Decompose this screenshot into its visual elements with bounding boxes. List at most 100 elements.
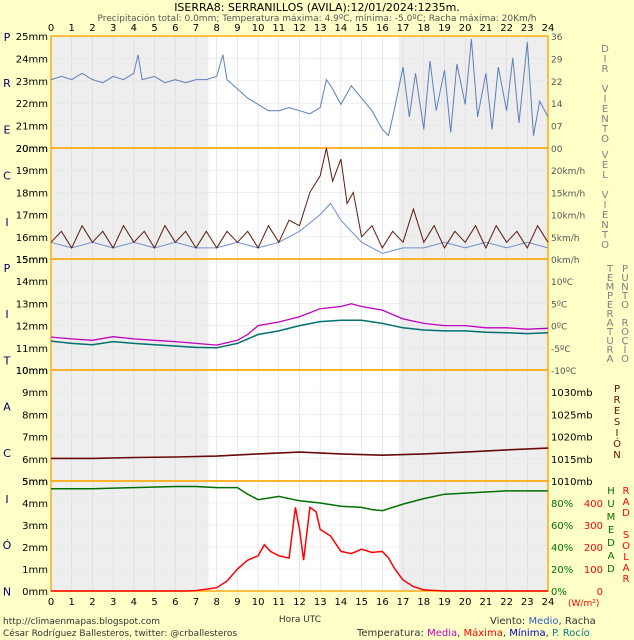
right-label-humedad: A bbox=[608, 551, 615, 562]
hour-tick-top: 11 bbox=[272, 23, 285, 34]
pressure-line bbox=[51, 447, 549, 460]
left-side-letter: I bbox=[5, 216, 8, 229]
radiation-tick-label: 0 bbox=[597, 587, 603, 598]
right-tick-label: 1025mb bbox=[551, 410, 593, 421]
left-tick-label: 19mm bbox=[16, 166, 48, 177]
right-label-presion: N bbox=[613, 450, 620, 461]
humidity-tick-label: 20% bbox=[551, 565, 573, 576]
left-tick-label: 15mm bbox=[16, 255, 48, 266]
right-label-vel-viento: V bbox=[602, 150, 609, 161]
hour-tick-top: 18 bbox=[417, 23, 430, 34]
right-label-rad-solar: A bbox=[623, 563, 630, 574]
right-label-vel-viento: O bbox=[601, 240, 609, 251]
left-side-letter: C bbox=[3, 170, 11, 183]
left-tick-label: 18mm bbox=[16, 188, 48, 199]
hour-tick-bottom: 16 bbox=[376, 597, 389, 608]
right-label-temperatura: E bbox=[607, 273, 613, 284]
hour-tick-bottom: 22 bbox=[500, 597, 513, 608]
left-tick-label: 10mm bbox=[16, 366, 48, 377]
right-tick-label: 0km/h bbox=[551, 256, 579, 266]
hour-tick-top: 22 bbox=[500, 23, 513, 34]
hour-tick-bottom: 1 bbox=[69, 597, 75, 608]
chart-subtitle: Precipitación total: 0.0mm; Temperatura … bbox=[97, 13, 536, 24]
right-tick-label: 36 bbox=[551, 33, 563, 43]
left-tick-label: 22mm bbox=[16, 99, 48, 110]
right-label-dir-viento: N bbox=[601, 114, 608, 125]
hour-tick-bottom: 3 bbox=[110, 597, 116, 608]
right-tick-label: 10ºC bbox=[551, 278, 573, 288]
hour-tick-top: 5 bbox=[151, 23, 157, 34]
right-label-vel-viento: I bbox=[604, 200, 607, 211]
right-label-humedad: H bbox=[607, 486, 615, 497]
right-label-rad-solar: R bbox=[623, 486, 630, 497]
hour-tick-bottom: 17 bbox=[397, 597, 410, 608]
left-tick-label: 24mm bbox=[16, 54, 48, 65]
hour-tick-top: 1 bbox=[69, 23, 75, 34]
left-tick-label: 17mm bbox=[16, 211, 48, 222]
right-label-temperatura: T bbox=[606, 264, 614, 275]
legend-entry: , bbox=[457, 628, 463, 639]
wind-mean-line bbox=[50, 202, 549, 254]
hour-tick-top: 7 bbox=[193, 23, 199, 34]
hour-tick-top: 23 bbox=[521, 23, 534, 34]
right-tick-label: 29 bbox=[551, 55, 563, 65]
left-tick-label: 0mm bbox=[22, 587, 48, 598]
humidity-tick-label: 80% bbox=[551, 499, 573, 510]
left-side-letter: R bbox=[3, 77, 11, 90]
left-tick-label: 5mm bbox=[22, 477, 48, 488]
right-label-rad-solar: L bbox=[623, 552, 629, 563]
hour-tick-bottom: 2 bbox=[89, 597, 95, 608]
right-label-dir-viento: O bbox=[601, 134, 609, 145]
wind-gust-line bbox=[50, 147, 549, 250]
right-label-punto-rocio: C bbox=[622, 336, 629, 347]
right-label-punto-rocio: T bbox=[621, 291, 629, 302]
footer-author: César Rodríguez Ballesteros, twitter: @c… bbox=[3, 628, 237, 639]
right-tick-label: 07 bbox=[551, 123, 562, 133]
hour-tick-top: 10 bbox=[252, 23, 265, 34]
left-tick-label: 3mm bbox=[22, 521, 48, 532]
right-label-temperatura: A bbox=[607, 354, 614, 365]
right-label-dir-viento: D bbox=[601, 44, 609, 55]
radiation-tick-label: 200 bbox=[584, 543, 603, 554]
left-tick-label: 21mm bbox=[16, 122, 48, 133]
footer-url: http://climaenmapas.blogspot.com bbox=[3, 617, 160, 627]
right-label-punto-rocio: Í bbox=[624, 343, 627, 356]
left-tick-label: 20mm bbox=[16, 144, 48, 155]
right-label-dir-viento: R bbox=[602, 64, 609, 75]
legend-entry: , bbox=[559, 616, 565, 627]
right-label-punto-rocio: N bbox=[621, 282, 628, 293]
right-label-dir-viento: E bbox=[602, 104, 608, 115]
left-side-letter: N bbox=[3, 585, 11, 598]
hour-tick-top: 9 bbox=[234, 23, 240, 34]
hour-tick-top: 16 bbox=[376, 23, 389, 34]
right-tick-label: 5km/h bbox=[551, 234, 579, 244]
right-label-vel-viento: E bbox=[602, 210, 608, 221]
right-tick-label: 00 bbox=[551, 145, 563, 155]
hour-tick-top: 2 bbox=[89, 23, 95, 34]
right-tick-label: 22 bbox=[551, 78, 562, 88]
legend-entry: Temperatura: bbox=[356, 628, 427, 639]
left-tick-label: 15mm bbox=[16, 255, 48, 266]
hour-tick-bottom: 8 bbox=[213, 597, 219, 608]
left-tick-label: 13mm bbox=[16, 299, 48, 310]
humidity-tick-label: 0% bbox=[551, 587, 567, 598]
right-label-presion: E bbox=[614, 406, 620, 417]
right-tick-label: 14 bbox=[551, 100, 563, 110]
right-label-punto-rocio: U bbox=[621, 273, 628, 284]
hour-tick-bottom: 6 bbox=[172, 597, 178, 608]
legend-entry: , bbox=[503, 628, 509, 639]
right-tick-label: 20km/h bbox=[551, 167, 585, 177]
temp-mean-line bbox=[50, 319, 549, 349]
right-label-rad-solar: R bbox=[623, 574, 630, 585]
hour-tick-top: 12 bbox=[293, 23, 306, 34]
hour-tick-top: 13 bbox=[314, 23, 327, 34]
hour-tick-bottom: 9 bbox=[234, 597, 240, 608]
right-label-rad-solar: A bbox=[623, 497, 630, 508]
hour-tick-bottom: 11 bbox=[272, 597, 285, 608]
x-axis-label: Hora UTC bbox=[279, 615, 321, 625]
right-label-rad-solar: S bbox=[623, 530, 629, 541]
left-tick-label: 4mm bbox=[22, 499, 48, 510]
right-tick-label: -10ºC bbox=[551, 367, 576, 377]
left-tick-label: 23mm bbox=[16, 77, 48, 88]
